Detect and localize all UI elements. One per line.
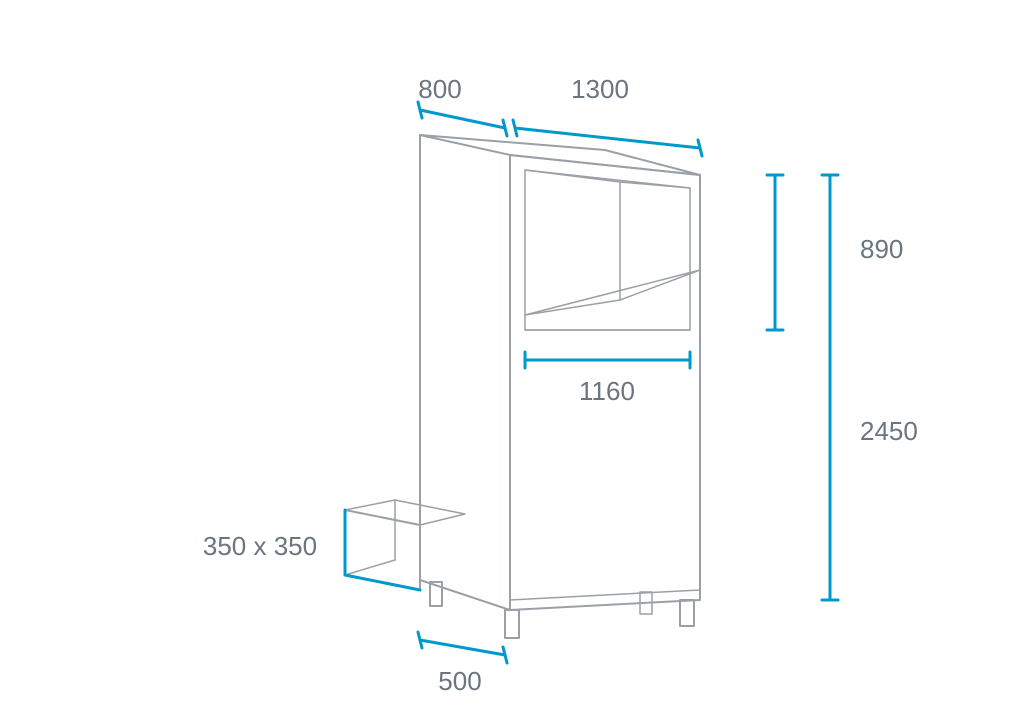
dim-depth-500: [418, 632, 507, 663]
dimension-labels: 800 1300 890 2450 1160 350 x 350 500: [203, 74, 918, 696]
label-1300: 1300: [571, 74, 629, 104]
label-800: 800: [418, 74, 461, 104]
label-1160: 1160: [579, 376, 635, 406]
dim-inner-1160: [525, 352, 690, 368]
cabinet-outline: [345, 135, 700, 638]
label-500: 500: [438, 666, 481, 696]
dim-height-2450: [822, 175, 838, 600]
label-2450: 2450: [860, 416, 918, 446]
label-890: 890: [860, 234, 903, 264]
label-350x350: 350 x 350: [203, 531, 317, 561]
dimension-diagram: 800 1300 890 2450 1160 350 x 350 500: [0, 0, 1024, 724]
dim-depth-800: [418, 102, 507, 136]
dim-height-890: [767, 175, 783, 330]
